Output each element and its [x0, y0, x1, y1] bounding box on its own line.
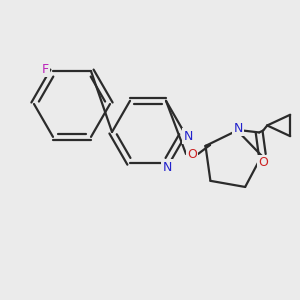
Text: N: N — [183, 130, 193, 142]
Text: N: N — [233, 122, 243, 135]
Text: O: O — [187, 148, 197, 160]
Text: O: O — [258, 156, 268, 169]
Text: N: N — [162, 161, 172, 174]
Text: F: F — [41, 63, 49, 76]
